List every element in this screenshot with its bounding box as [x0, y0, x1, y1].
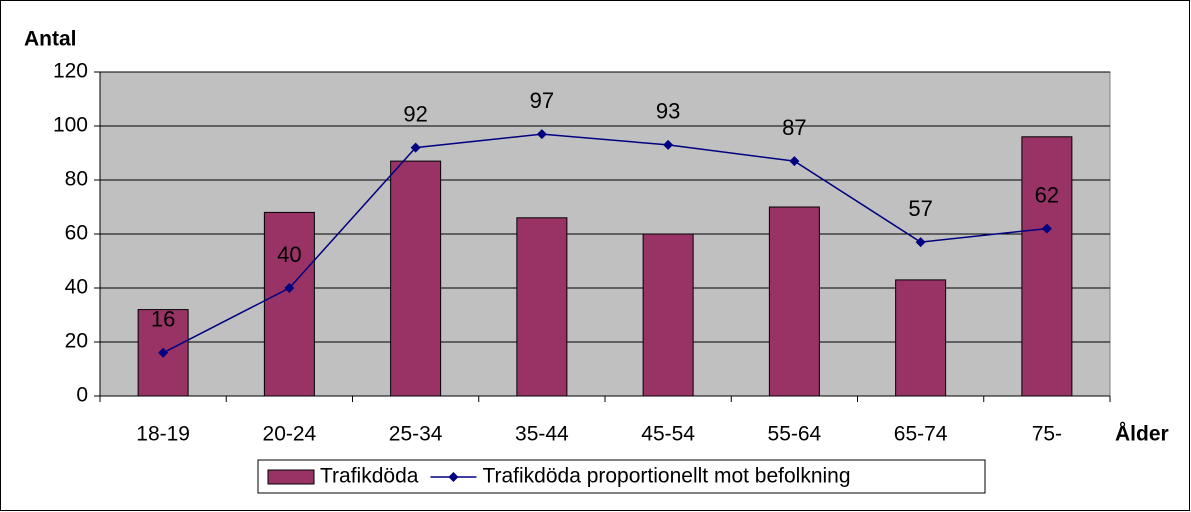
bar	[263, 211, 315, 397]
x-tick-label: 75-	[1032, 423, 1062, 446]
bar	[390, 160, 442, 397]
y-axis-label: Antal	[24, 28, 77, 51]
x-tick-label: 65-74	[894, 423, 948, 446]
y-tick-label: 0	[76, 384, 88, 407]
marker	[284, 283, 295, 293]
marker	[663, 139, 674, 150]
y-tick-label: 120	[53, 60, 88, 83]
x-tick-label: 25-34	[389, 423, 443, 446]
data-label: 57	[908, 196, 932, 221]
data-label: 16	[151, 307, 175, 332]
data-label: 92	[403, 101, 427, 126]
bar	[1021, 136, 1073, 397]
x-tick-label: 18-19	[136, 423, 190, 446]
legend-marker	[448, 472, 459, 482]
y-tick-label: 40	[65, 276, 88, 299]
x-tick-label: 35-44	[515, 423, 569, 446]
y-tick-label: 20	[65, 330, 88, 353]
x-axis-label: Ålder	[1115, 422, 1169, 446]
bar	[516, 217, 568, 397]
legend-swatch	[267, 469, 315, 485]
legend-label: Trafikdöda	[320, 465, 419, 488]
legend-label: Trafikdöda proportionellt mot befolkning	[482, 465, 850, 488]
y-tick-label: 60	[65, 222, 88, 245]
x-tick-label: 20-24	[263, 423, 317, 446]
x-tick-label: 55-64	[768, 423, 822, 446]
data-label: 62	[1035, 182, 1059, 207]
legend	[257, 459, 986, 494]
y-tick-label: 100	[53, 114, 88, 137]
data-label: 40	[277, 242, 301, 267]
y-tick-label: 80	[65, 168, 88, 191]
marker	[915, 237, 926, 248]
data-label: 93	[656, 99, 680, 124]
marker	[158, 347, 169, 358]
marker	[1041, 223, 1052, 234]
data-label: 97	[530, 88, 554, 113]
line	[162, 133, 1047, 354]
bar	[642, 233, 694, 397]
marker	[410, 142, 421, 153]
marker	[789, 156, 800, 167]
x-tick-label: 45-54	[641, 423, 695, 446]
data-label: 87	[782, 115, 806, 140]
bar	[895, 279, 947, 397]
bar	[768, 206, 820, 397]
marker	[536, 129, 547, 140]
